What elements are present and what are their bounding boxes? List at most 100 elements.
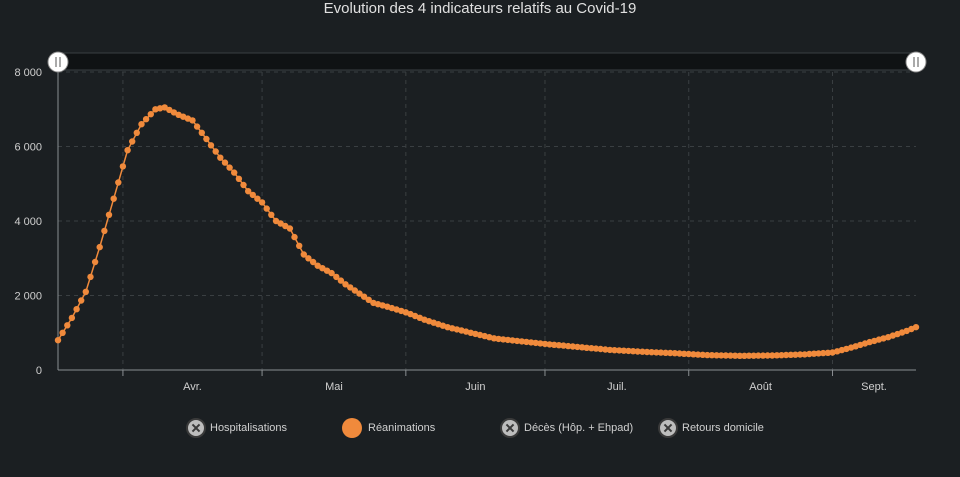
series-point xyxy=(727,352,734,359)
series-point xyxy=(755,352,762,359)
series-layer xyxy=(54,104,920,359)
navigator-track[interactable] xyxy=(57,52,917,71)
series-point xyxy=(634,348,641,355)
series-point xyxy=(750,352,757,359)
series-point xyxy=(356,290,363,297)
series-point xyxy=(680,350,688,357)
series-point xyxy=(337,277,345,284)
x-tick-label: Sept. xyxy=(861,381,887,393)
series-point xyxy=(193,123,201,130)
series-point xyxy=(611,347,618,354)
series-point xyxy=(685,350,692,358)
series-point xyxy=(546,341,553,348)
axis-layer: 0 2 000 4 000 6 000 8 000 Avr. Mai Juin Juil. Aoû… xyxy=(14,67,916,393)
series-point xyxy=(328,269,335,277)
series-point xyxy=(142,116,150,123)
series-point xyxy=(221,159,229,166)
series-point xyxy=(523,338,530,346)
series-point xyxy=(296,242,303,249)
series-point xyxy=(124,147,131,154)
grid-layer xyxy=(58,71,916,370)
x-tick-label: Juin xyxy=(465,381,485,393)
series-point xyxy=(782,351,790,359)
legend-item-reanimations[interactable]: Réanimations xyxy=(342,418,435,438)
series-point xyxy=(314,262,321,269)
series-point xyxy=(59,329,66,336)
range-navigator[interactable] xyxy=(47,51,927,73)
series-point xyxy=(676,350,683,357)
series-point xyxy=(773,352,781,359)
series-point xyxy=(119,163,127,170)
series-point xyxy=(333,273,340,281)
legend-toggle-off-icon xyxy=(658,418,678,438)
series-point xyxy=(133,129,140,136)
series-point xyxy=(54,337,62,344)
series-point xyxy=(277,220,284,227)
series-point xyxy=(249,191,256,199)
legend-item-deces[interactable]: Décès (Hôp. + Ehpad) xyxy=(500,418,633,438)
series-point xyxy=(583,344,590,351)
series-point xyxy=(648,349,655,356)
series-point xyxy=(690,351,697,358)
series-point xyxy=(569,343,576,350)
series-point xyxy=(555,342,563,349)
series-point xyxy=(212,148,219,155)
series-point xyxy=(258,199,266,206)
series-point xyxy=(78,297,85,304)
series-point xyxy=(351,287,358,294)
series-point xyxy=(110,195,117,202)
navigator-handle-left[interactable] xyxy=(47,51,69,73)
series-point xyxy=(68,314,76,322)
series-point xyxy=(513,337,521,345)
y-tick-label: 0 xyxy=(36,365,42,377)
navigator-handle-right[interactable] xyxy=(905,51,927,73)
series-point xyxy=(537,340,544,347)
series-point xyxy=(300,251,307,258)
series-point xyxy=(365,296,372,303)
series-point xyxy=(713,352,720,359)
series-point xyxy=(138,121,145,128)
series-point xyxy=(129,138,136,145)
series-point xyxy=(820,349,827,357)
y-tick-label: 2 000 xyxy=(14,291,42,303)
legend-label: Décès (Hôp. + Ehpad) xyxy=(524,422,634,434)
series-point xyxy=(759,352,767,359)
series-point xyxy=(305,255,312,262)
series-point xyxy=(722,352,729,359)
y-tick-label: 4 000 xyxy=(14,216,42,228)
legend-item-retours-domicile[interactable]: Retours domicile xyxy=(658,418,764,438)
series-point xyxy=(91,258,99,266)
series-point xyxy=(662,349,669,356)
series-point xyxy=(801,351,808,358)
series-point xyxy=(736,352,743,359)
legend-item-hospitalisations[interactable]: Hospitalisations xyxy=(186,418,287,438)
series-point xyxy=(667,349,674,357)
legend-label: Réanimations xyxy=(368,422,436,434)
series-point xyxy=(105,211,113,218)
series-point xyxy=(82,288,90,295)
series-point xyxy=(254,195,261,202)
series-point xyxy=(560,342,567,349)
series-point xyxy=(671,350,678,357)
series-point xyxy=(87,273,94,281)
legend: Hospitalisations Réanimations Décès (Hôp… xyxy=(0,418,960,442)
series-point xyxy=(588,345,595,352)
series-point xyxy=(657,349,665,356)
series-point xyxy=(764,352,771,359)
series-point xyxy=(731,352,739,359)
series-point xyxy=(602,346,609,353)
series-point xyxy=(101,227,108,235)
series-point xyxy=(824,349,832,356)
series-line xyxy=(57,106,917,357)
series-point xyxy=(653,349,660,356)
series-point xyxy=(592,345,600,352)
series-point xyxy=(217,154,224,161)
series-point xyxy=(207,142,215,149)
series-point xyxy=(240,181,247,189)
series-point xyxy=(625,347,632,355)
chart-title: Evolution des 4 indicateurs relatifs au … xyxy=(323,0,637,17)
x-tick-label: Avr. xyxy=(183,381,202,393)
series-point xyxy=(769,352,776,359)
series-point xyxy=(815,350,822,357)
x-tick-label: Mai xyxy=(325,381,343,393)
